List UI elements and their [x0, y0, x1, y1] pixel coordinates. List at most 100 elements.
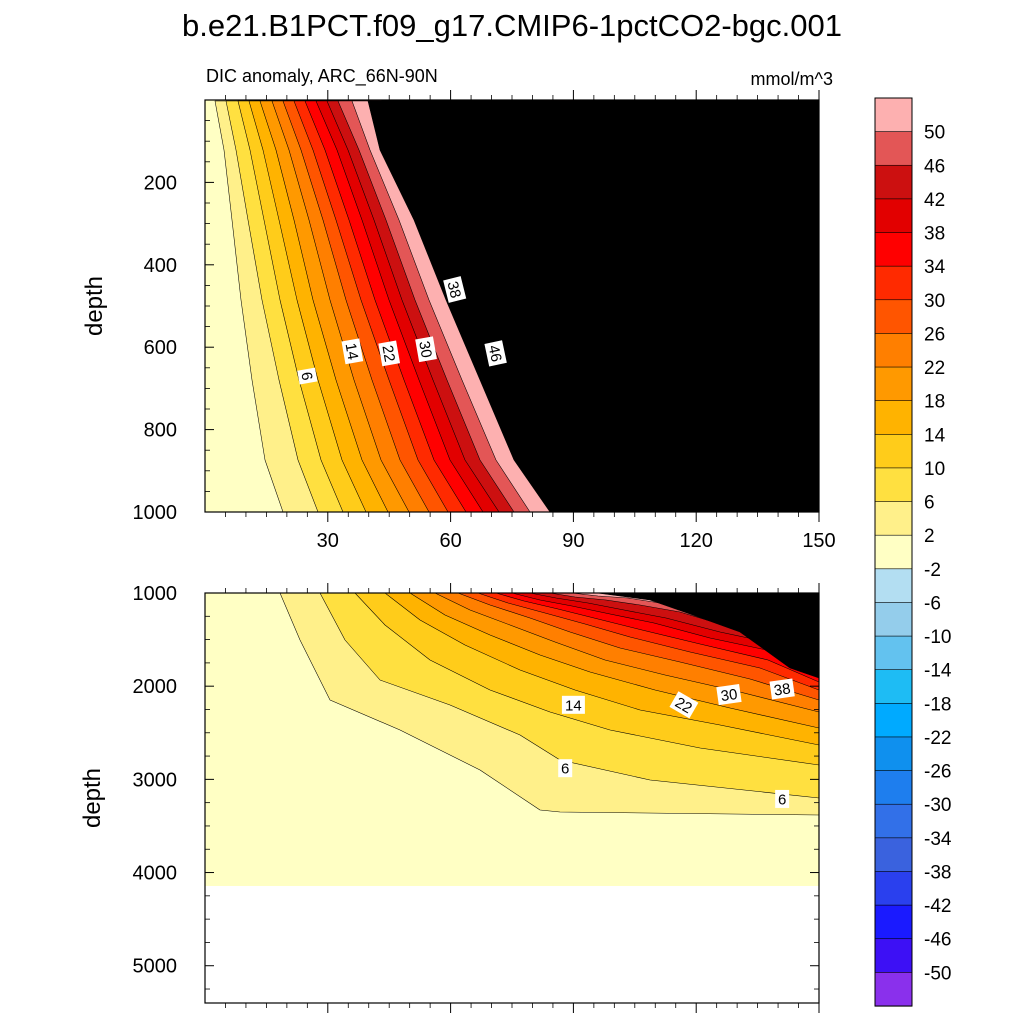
contour-label-group: 22 [378, 340, 401, 367]
contour-label: 22 [378, 344, 398, 363]
colorbar-swatch [874, 837, 913, 873]
colorbar-label: -18 [924, 694, 951, 715]
contour-label: 6 [778, 791, 786, 808]
y-tick-label: 4000 [133, 863, 178, 885]
colorbar-label: 6 [924, 493, 935, 514]
colorbar-label: -6 [924, 593, 941, 614]
colorbar-label: -30 [924, 795, 951, 816]
contour-label-group: 30 [716, 684, 742, 706]
colorbar-label: -10 [924, 627, 951, 648]
y-tick-label: 1000 [133, 502, 178, 524]
colorbar-label: 46 [924, 156, 945, 177]
lower-y-axis-label: depth [79, 768, 106, 828]
upper-axes: 200 400 600 800 1000 30 60 90 120 150 [133, 90, 836, 552]
contour-label-group: 6 [297, 367, 318, 385]
contour-label-group: 14 [561, 695, 585, 714]
contour-label-group: 6 [775, 789, 790, 808]
contour-label-group: 38 [443, 276, 467, 303]
contour-label-group: 46 [484, 340, 507, 367]
colorbar-swatch [874, 972, 913, 1007]
contour-label: 30 [720, 686, 739, 705]
x-tick-label: 150 [802, 530, 835, 552]
contour-label-box [341, 338, 364, 365]
colorbar-label: -50 [924, 963, 951, 984]
y-tick-label: 1000 [133, 583, 178, 605]
upper-contour-labels: 6 14 22 30 38 46 [297, 276, 507, 385]
lower-axes: 1000 2000 3000 4000 5000 [133, 583, 820, 1013]
contour-label: 30 [415, 340, 435, 359]
colorbar-swatch [874, 265, 913, 301]
contour-label-box [443, 276, 467, 303]
contour-label-box [378, 340, 401, 367]
colorbar-swatch [874, 97, 913, 133]
colorbar-swatch [874, 736, 913, 772]
colorbar-swatch [874, 333, 913, 368]
chart-subtitle: DIC anomaly, ARC_66N-90N [206, 66, 438, 87]
contour-label-group: 6 [558, 759, 573, 778]
contour-label: 38 [443, 280, 464, 300]
colorbar-label: -22 [924, 728, 951, 749]
colorbar-label: -46 [924, 930, 951, 951]
colorbar-label: 2 [924, 526, 935, 547]
contour-label-box [775, 789, 790, 808]
contour-label: 14 [565, 697, 582, 714]
colorbar-label: 22 [924, 358, 945, 379]
colorbar-swatch [874, 467, 913, 503]
units-label: mmol/m^3 [751, 69, 833, 89]
colorbar-label: 42 [924, 190, 945, 211]
colorbar-swatch [874, 669, 913, 704]
colorbar-label: -38 [924, 862, 951, 883]
lower-contour-fill [205, 593, 819, 1003]
y-tick-label: 3000 [133, 769, 178, 791]
y-tick-label: 2000 [133, 676, 178, 698]
y-tick-label: 200 [144, 172, 177, 194]
fill-band-top-13 [367, 100, 819, 512]
y-tick-label: 600 [144, 337, 177, 359]
x-tick-label: 30 [317, 530, 339, 552]
colorbar-swatch [874, 770, 913, 805]
colorbar-swatch [874, 703, 913, 738]
colorbar-swatch [874, 904, 913, 940]
fill-band-bot-13 [596, 593, 819, 679]
colorbar-swatch [874, 534, 913, 570]
colorbar-label: 18 [924, 392, 945, 413]
colorbar-swatch [874, 433, 913, 469]
upper-panel: 6 14 22 30 38 46 200 400 600 800 1000 30 60 90 120 150… [81, 90, 836, 552]
colorbar-label: 30 [924, 291, 945, 312]
contour-label-group: 14 [341, 338, 364, 365]
colorbar-label: -2 [924, 560, 941, 581]
colorbar-swatch [874, 400, 913, 435]
colorbar-frame [874, 97, 913, 1007]
contour-label-group: 38 [769, 678, 795, 700]
colorbar-swatch [874, 198, 913, 234]
colorbar-label: 50 [924, 123, 945, 144]
contour-label-box [297, 367, 318, 385]
colorbar-label: -26 [924, 762, 951, 783]
colorbar-swatch [874, 299, 913, 335]
y-tick-label: 5000 [133, 956, 178, 978]
contour-label-group: 30 [415, 336, 437, 363]
colorbar-swatch [874, 501, 913, 536]
colorbar-label: -34 [924, 829, 952, 850]
x-tick-label: 60 [439, 530, 461, 552]
colorbar-swatch [874, 164, 913, 200]
colorbar-label: 10 [924, 459, 945, 480]
colorbar-swatch [874, 366, 913, 402]
contour-label-box [716, 684, 742, 706]
y-tick-label: 800 [144, 420, 177, 442]
colorbar-label: -42 [924, 896, 951, 917]
contour-label-group: 22 [669, 691, 699, 719]
upper-contour-fill [205, 100, 819, 512]
colorbar-swatch [874, 232, 913, 267]
contour-label: 6 [297, 371, 315, 382]
colorbar-label: 14 [924, 425, 946, 446]
lower-contour-labels: 14 6 22 30 38 6 [558, 678, 795, 808]
lower-panel: 14 6 22 30 38 6 1000 2000 3000 4000 5000 depth [79, 583, 820, 1013]
contour-label: 6 [561, 761, 569, 778]
x-tick-label: 90 [562, 530, 584, 552]
contour-label-box [669, 691, 699, 719]
colorbar-swatch [874, 938, 913, 973]
colorbar-label: -14 [924, 661, 952, 682]
colorbar-swatch [874, 568, 913, 604]
